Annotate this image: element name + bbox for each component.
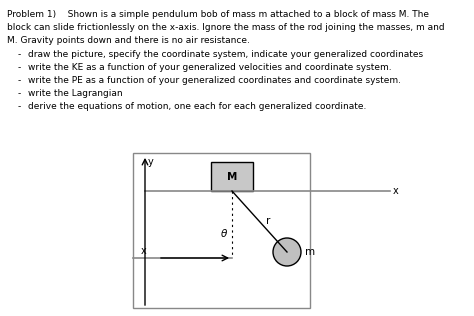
Text: Problem 1)    Shown is a simple pendulum bob of mass m attached to a block of ma: Problem 1) Shown is a simple pendulum bo…	[7, 10, 429, 19]
Text: -: -	[18, 89, 21, 98]
Text: -: -	[18, 102, 21, 111]
Text: M. Gravity points down and there is no air resistance.: M. Gravity points down and there is no a…	[7, 36, 250, 45]
Circle shape	[273, 238, 301, 266]
Text: derive the equations of motion, one each for each generalized coordinate.: derive the equations of motion, one each…	[28, 102, 366, 111]
Text: x: x	[393, 186, 399, 196]
Text: $\theta$: $\theta$	[220, 227, 228, 239]
Text: m: m	[305, 247, 315, 257]
Text: -: -	[18, 76, 21, 85]
Text: write the KE as a function of your generalized velocities and coordinate system.: write the KE as a function of your gener…	[28, 63, 392, 72]
Text: x: x	[141, 246, 147, 256]
Text: write the Lagrangian: write the Lagrangian	[28, 89, 123, 98]
Bar	[211, 162, 253, 191]
Text: -: -	[18, 63, 21, 72]
Text: y: y	[148, 157, 154, 167]
Text: write the PE as a function of your generalized coordinates and coordinate system: write the PE as a function of your gener…	[28, 76, 401, 85]
Text: -: -	[18, 50, 21, 59]
Text: M: M	[227, 172, 237, 181]
Text: r: r	[266, 216, 271, 227]
Text: block can slide frictionlessly on the x-axis. Ignore the mass of the rod joining: block can slide frictionlessly on the x-…	[7, 23, 445, 32]
Text: draw the picture, specify the coordinate system, indicate your generalized coord: draw the picture, specify the coordinate…	[28, 50, 423, 59]
Bar	[133, 153, 310, 308]
